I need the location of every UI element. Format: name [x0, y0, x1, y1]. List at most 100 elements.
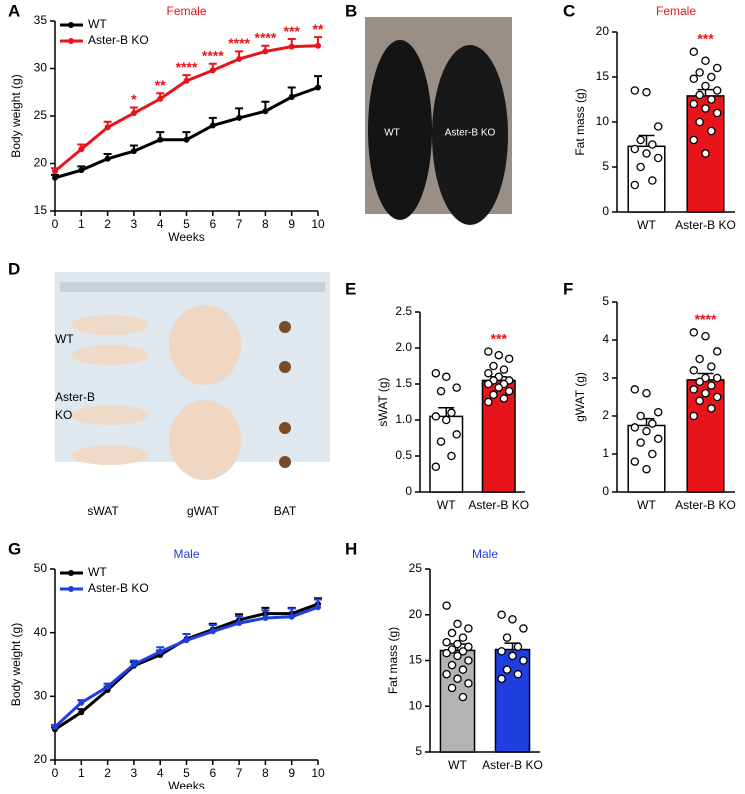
data-point: [689, 366, 699, 375]
panel-letter: G: [8, 539, 21, 558]
data-point: [519, 656, 528, 665]
panel-letter: H: [345, 539, 357, 558]
point: [78, 699, 85, 706]
y-tick-label: 20: [34, 752, 48, 766]
y-tick-label: 1.5: [395, 376, 412, 390]
data-point: [707, 381, 716, 390]
data-point: [499, 394, 509, 403]
y-tick-label: 40: [34, 625, 48, 639]
data-point: [689, 135, 699, 145]
data-point: [701, 388, 710, 398]
swat-tissue: [72, 315, 148, 335]
photo-label: BAT: [274, 504, 297, 518]
point: [288, 43, 295, 50]
x-tick-label: 2: [104, 766, 111, 780]
x-tick-label: 6: [209, 766, 216, 780]
data-point: [436, 437, 446, 446]
data-point: [630, 180, 640, 190]
point: [288, 94, 295, 100]
data-point: [508, 615, 517, 624]
panel-letter: F: [563, 279, 573, 298]
data-point: [497, 674, 506, 684]
significance: ****: [228, 35, 250, 51]
point: [315, 42, 321, 49]
data-point: [653, 122, 663, 131]
data-point: [502, 633, 512, 642]
y-tick-label: 15: [34, 203, 48, 217]
data-point: [642, 88, 651, 97]
data-point: [453, 639, 462, 649]
y-tick-label: 0: [602, 204, 609, 218]
data-point: [648, 176, 657, 185]
y-tick-label: 5: [415, 744, 422, 758]
data-point: [447, 628, 457, 638]
data-point: [701, 331, 710, 341]
y-tick-label: 2: [602, 408, 609, 422]
data-point: [630, 385, 640, 394]
point: [183, 136, 190, 143]
point: [130, 661, 137, 668]
photo-label: sWAT: [87, 504, 119, 518]
data-point: [464, 679, 473, 688]
photo-label: WT: [55, 332, 74, 346]
x-tick-label: 5: [183, 766, 190, 780]
point: [78, 167, 85, 174]
bar: [439, 649, 476, 753]
x-tick-label: 3: [131, 766, 138, 780]
data-point: [630, 423, 640, 432]
y-tick-label: 4: [602, 332, 609, 346]
x-tick-label: 4: [157, 766, 164, 780]
legend-marker: [68, 22, 74, 28]
legend-label: Aster-B KO: [88, 33, 149, 47]
chart-title: Female: [166, 4, 206, 18]
data-point: [636, 162, 645, 172]
bat-tissue: [279, 361, 291, 373]
error-bar: [638, 134, 655, 147]
x-tick-label: 2: [104, 217, 111, 231]
point: [157, 136, 164, 143]
data-point: [453, 674, 462, 684]
data-point: [695, 117, 704, 127]
data-point: [442, 637, 451, 647]
panel-letter: C: [563, 1, 575, 20]
y-tick-label: 1: [602, 446, 609, 460]
data-point: [452, 430, 461, 439]
data-point: [642, 464, 651, 474]
photo-label: Aster-B KO: [445, 128, 496, 139]
y-tick-label: 5: [602, 159, 609, 173]
data-point: [484, 397, 493, 407]
data-point: [442, 669, 451, 679]
y-tick-label: 30: [34, 61, 48, 75]
significance: **: [313, 21, 324, 37]
data-point: [648, 419, 657, 428]
significance: ****: [202, 47, 224, 63]
point: [130, 148, 137, 155]
data-point: [494, 383, 503, 392]
x-tick-label: 0: [52, 217, 59, 231]
x-tick-label: 9: [288, 217, 295, 231]
point: [104, 683, 111, 690]
x-axis-label: Weeks: [168, 230, 204, 244]
legend-marker: [68, 586, 74, 592]
photo-label: gWAT: [187, 504, 220, 518]
data-point: [653, 434, 663, 444]
point: [262, 48, 269, 55]
significance: ***: [491, 330, 508, 346]
error-bar: [438, 407, 455, 417]
y-tick-label: 5: [602, 294, 609, 308]
panel-letter: A: [8, 1, 20, 20]
point: [78, 146, 85, 153]
y-tick-label: 10: [596, 114, 610, 128]
data-point: [707, 126, 716, 136]
x-tick-label: 7: [236, 766, 243, 780]
data-point: [447, 683, 457, 693]
significance: ****: [176, 59, 198, 75]
bar: [429, 415, 464, 493]
data-point: [447, 408, 456, 418]
swat-tissue: [72, 405, 148, 425]
point: [209, 122, 216, 129]
point: [52, 168, 58, 175]
point: [236, 114, 243, 121]
x-tick-label: Aster-B KO: [482, 758, 543, 772]
y-tick-label: 2.0: [395, 340, 412, 354]
